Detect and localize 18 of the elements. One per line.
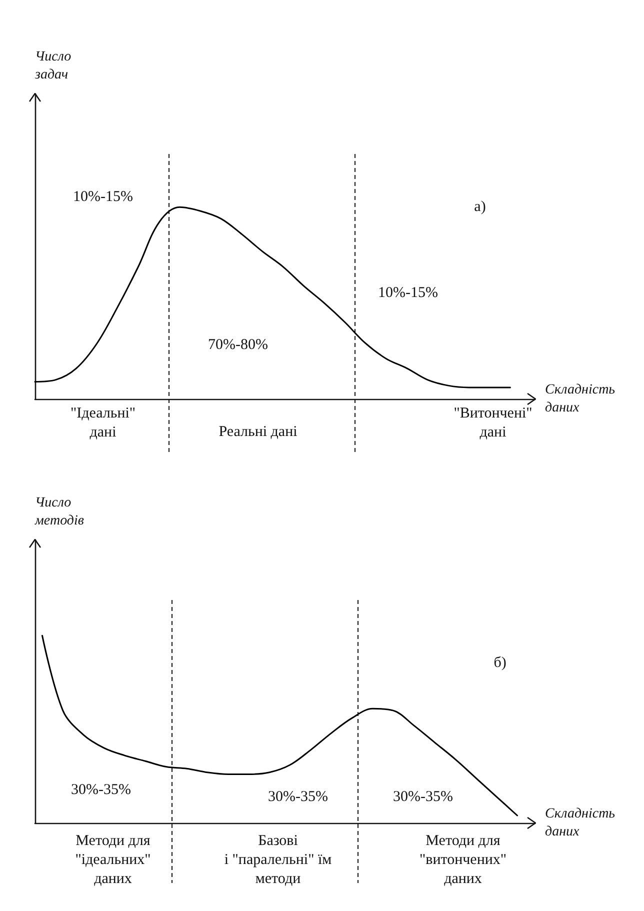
- text: 10%-15%: [73, 189, 133, 205]
- x-axis-title: Складність даних: [545, 806, 616, 840]
- text: "Ідеальні" дані: [70, 406, 136, 440]
- annotation: б): [494, 655, 506, 671]
- annotation: 30%-35%: [268, 789, 328, 805]
- text: Реальні дані: [218, 424, 298, 440]
- y-axis-title: Число методів: [34, 496, 84, 528]
- annotation: 30%-35%: [71, 782, 131, 798]
- annotation: 10%-15%: [378, 285, 438, 301]
- x-axis-title: Складність даних: [545, 382, 616, 416]
- annotation: 30%-35%: [393, 789, 453, 805]
- y-axis-title: Число задач: [34, 50, 72, 82]
- text: "Витончені" дані: [454, 406, 532, 440]
- text: Базові і "паралельні" їм методи: [224, 833, 332, 887]
- annotation: а): [474, 199, 486, 215]
- annotation: 70%-80%: [208, 337, 268, 353]
- text: Методи для "ідеальних" даних: [75, 833, 151, 887]
- text: Методи для "витончених" даних: [420, 833, 506, 887]
